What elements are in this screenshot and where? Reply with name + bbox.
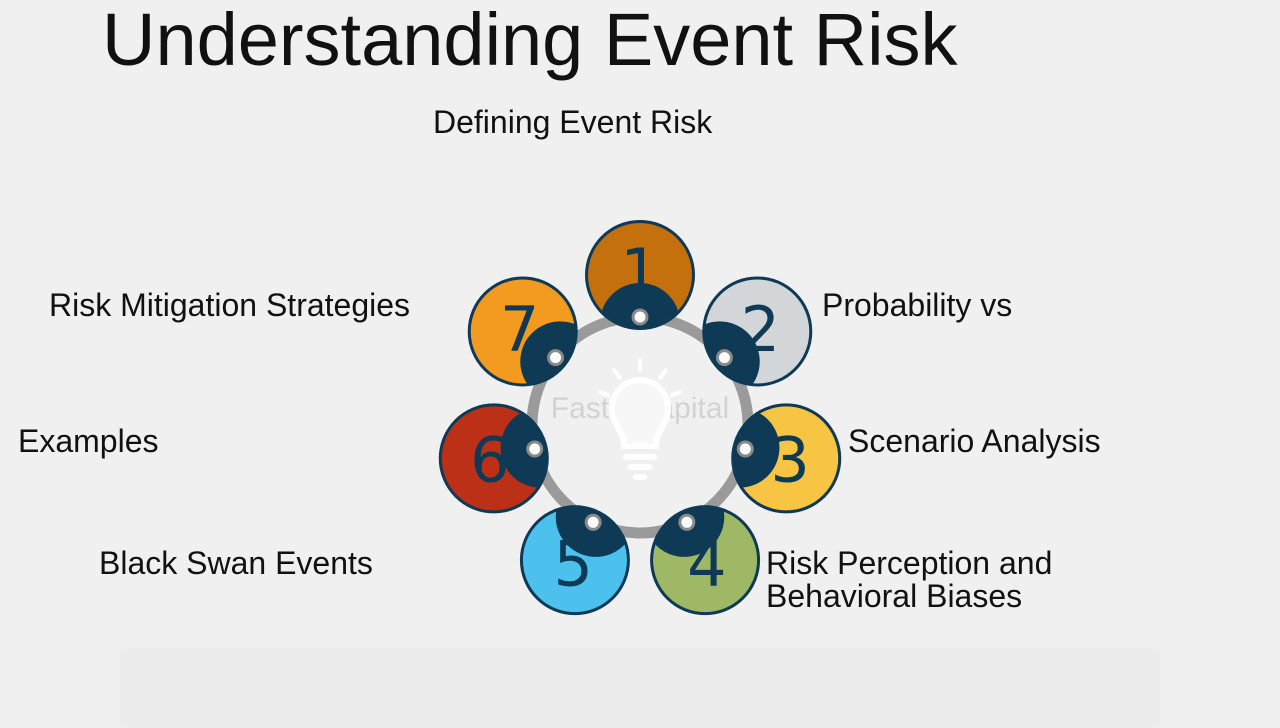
step-5: 5 [520,477,636,615]
step-6-connector [528,442,542,456]
step-2-number: 2 [741,293,780,366]
step-1: 1 [585,220,695,363]
step-4-connector [680,515,694,529]
step-4: 4 [644,477,760,615]
step-1-number: 1 [620,235,659,308]
step-3-number: 3 [770,423,809,496]
lightbulb-icon [600,360,680,477]
step-7-number: 7 [500,293,539,366]
step-5-connector [586,515,600,529]
step-6-number: 6 [470,423,509,496]
step-4-number: 4 [687,528,726,601]
step-3-connector [738,442,752,456]
step-7-connector [549,351,563,365]
step-2-connector [717,351,731,365]
step-5-number: 5 [553,528,592,601]
step-1-connector [633,310,647,324]
